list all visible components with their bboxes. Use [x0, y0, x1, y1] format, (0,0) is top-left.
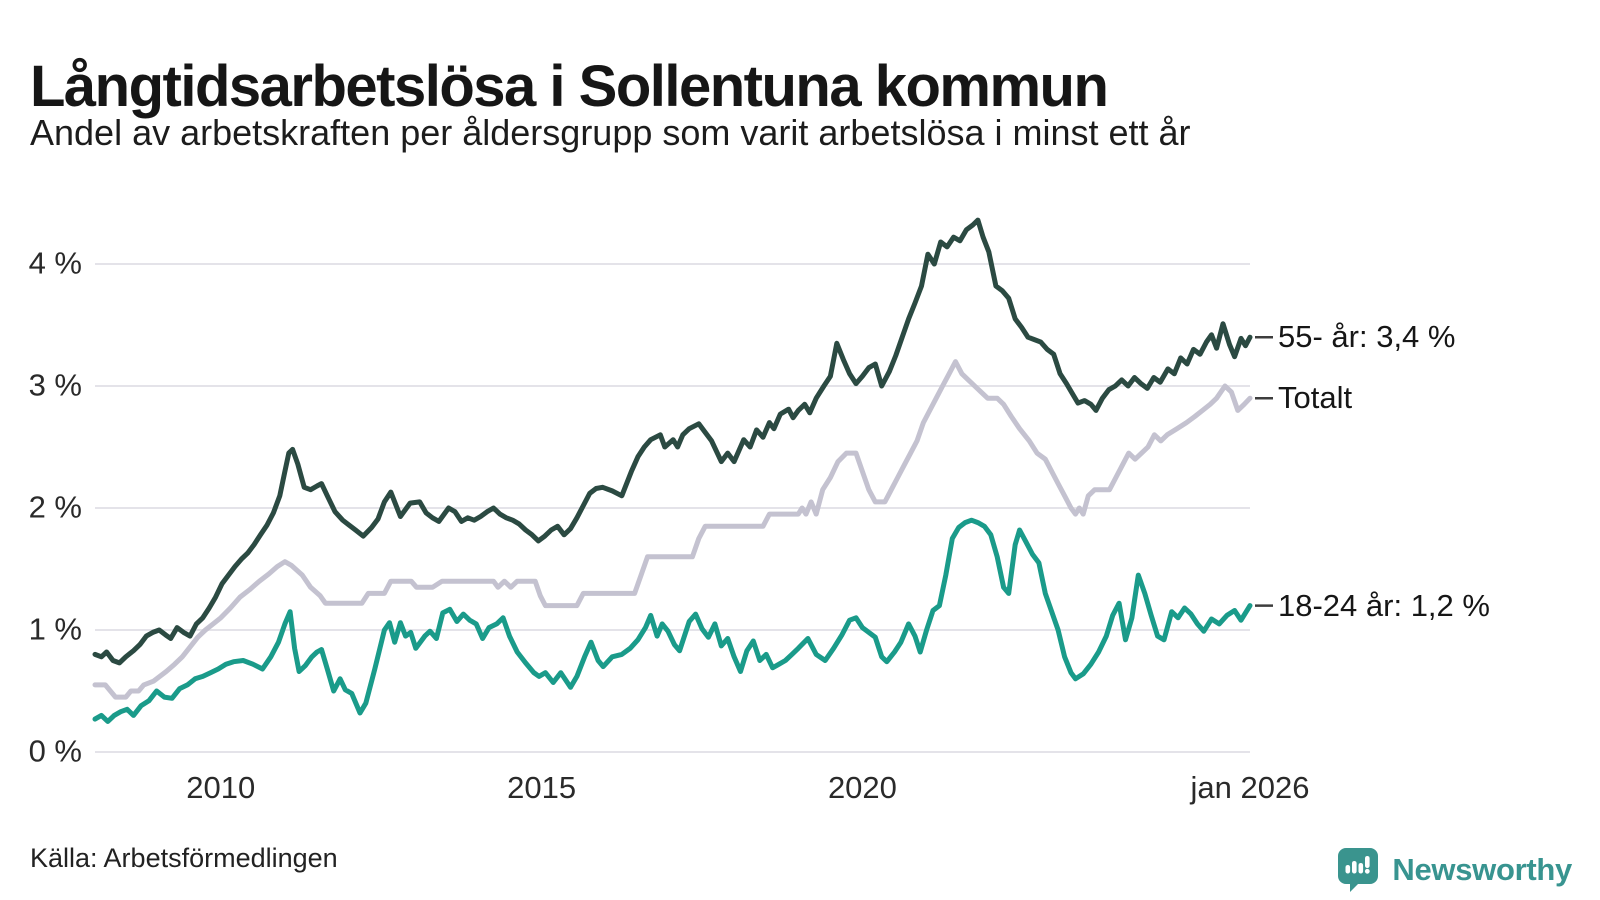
newsworthy-logo: Newsworthy	[1338, 848, 1572, 892]
y-axis-tick-0: 0 %	[28, 733, 82, 769]
x-axis-tick-2015: 2015	[507, 770, 577, 805]
series-end-label-18-24-ar: 18-24 år: 1,2 %	[1278, 587, 1490, 623]
newsworthy-bubble-icon	[1338, 848, 1379, 892]
page-title: Långtidsarbetslösa i Sollentuna kommun	[30, 53, 1109, 119]
page-subtitle: Andel av arbetskraften per åldersgrupp s…	[30, 112, 1191, 153]
series-end-label-55-ar: 55- år: 3,4 %	[1278, 319, 1456, 355]
series-end-label-totalt: Totalt	[1278, 380, 1353, 416]
source-note: Källa: Arbetsförmedlingen	[30, 843, 338, 873]
series-line-totalt	[92, 359, 1253, 700]
series-line-18-24-ar	[92, 517, 1253, 724]
y-axis-tick-2: 2 %	[28, 489, 82, 525]
series-lines	[92, 217, 1253, 724]
x-axis-tick-2010: 2010	[186, 770, 256, 805]
y-axis-tick-1: 1 %	[28, 611, 82, 647]
x-axis-tick-2020: 2020	[827, 770, 897, 805]
legend-connector-dashes	[1255, 335, 1273, 607]
newsworthy-wordmark: Newsworthy	[1392, 852, 1572, 887]
x-axis-tick-jan-2026: jan 2026	[1190, 770, 1310, 805]
y-axis-tick-4: 4 %	[28, 245, 82, 281]
y-axis-tick-3: 3 %	[28, 367, 82, 403]
series-line-55-ar	[92, 217, 1253, 666]
